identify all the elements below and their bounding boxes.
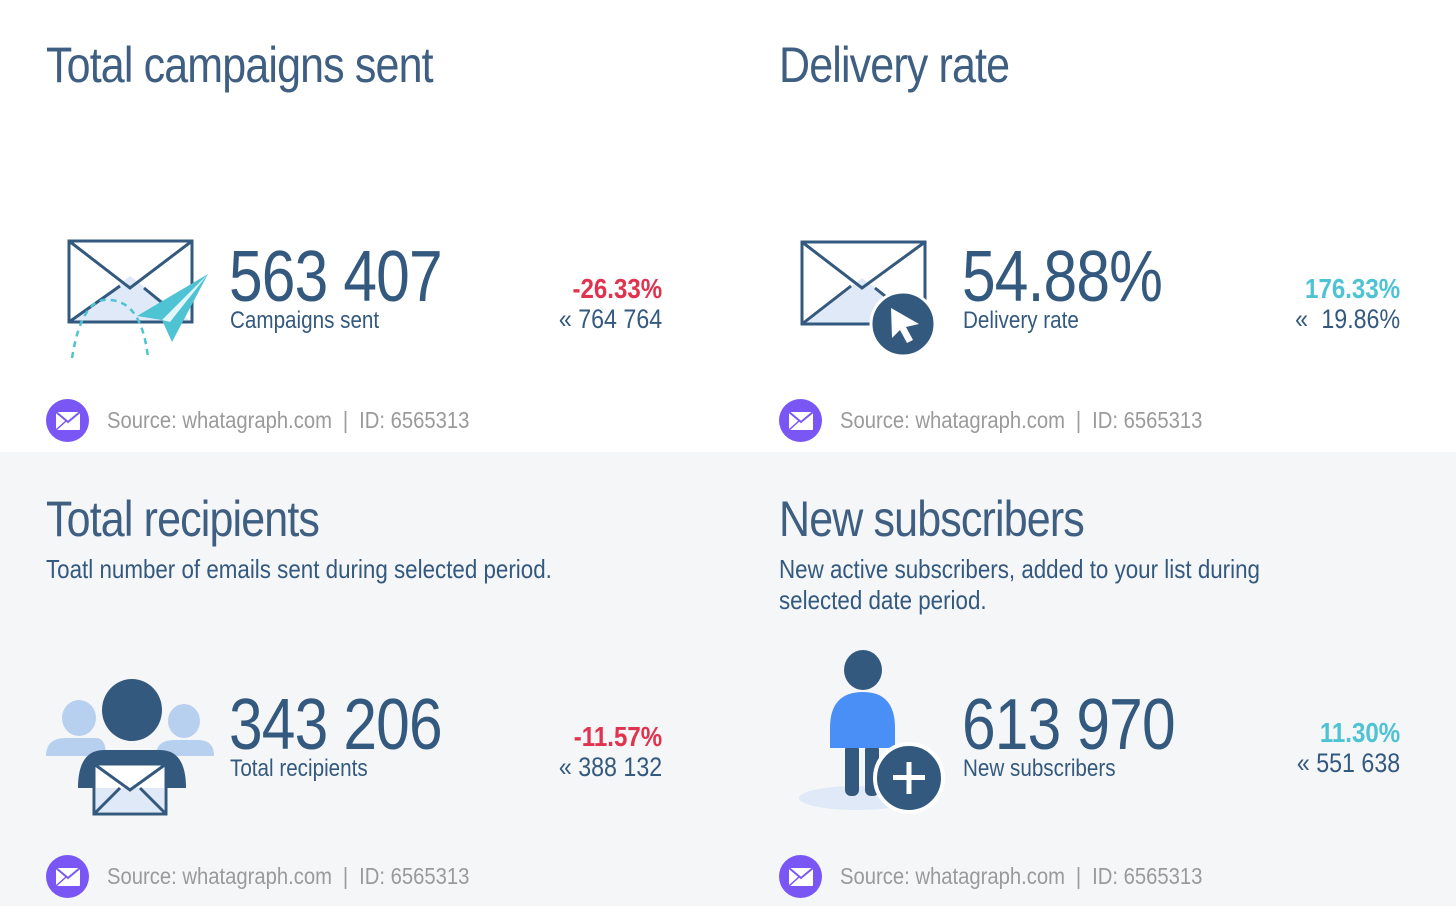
metric-value: 343 206: [229, 685, 443, 765]
separator: |: [1075, 863, 1082, 889]
widget-title: New subscribers: [779, 491, 1085, 547]
metric-value: 54.88%: [962, 237, 1163, 317]
envelope-paper-plane-icon: [62, 236, 212, 364]
comparison: -11.57% « 388 132: [542, 721, 662, 783]
change-percent: 176.33%: [1304, 273, 1400, 304]
people-envelope-icon: [46, 678, 216, 818]
comparison: 11.30% « 551 638: [1280, 717, 1400, 779]
widget-description: New active subscribers, added to your li…: [779, 554, 1260, 615]
source-link[interactable]: Source: whatagraph.com: [840, 407, 1066, 433]
previous-value-row: « 19.86%: [1295, 304, 1400, 334]
source-footer: Source: whatagraph.com | ID: 6565313: [779, 855, 1252, 898]
mail-source-icon: [779, 855, 822, 898]
source-footer: Source: whatagraph.com | ID: 6565313: [779, 399, 1252, 442]
previous-value: 19.86%: [1321, 304, 1400, 334]
widget-new-subscribers: New subscribers New active subscribers, …: [733, 452, 1456, 906]
source-link[interactable]: Source: whatagraph.com: [107, 863, 333, 889]
previous-value: 551 638: [1316, 748, 1400, 778]
source-footer: Source: whatagraph.com | ID: 6565313: [46, 399, 519, 442]
separator: |: [342, 407, 349, 433]
previous-value-row: « 551 638: [1297, 748, 1400, 778]
source-link[interactable]: Source: whatagraph.com: [107, 407, 333, 433]
metric-value: 563 407: [229, 237, 443, 317]
previous-arrow-icon: «: [1294, 304, 1308, 334]
source-id: ID: 6565313: [1092, 863, 1203, 889]
metric-value: 613 970: [962, 685, 1176, 765]
source-footer: Source: whatagraph.com | ID: 6565313: [46, 855, 519, 898]
source-text: Source: whatagraph.com | ID: 6565313: [107, 863, 469, 890]
metric-label: Delivery rate: [963, 307, 1079, 334]
previous-value-row: « 764 764: [559, 304, 662, 334]
widget-title: Total recipients: [46, 491, 320, 547]
widget-total-campaigns-sent: Total campaigns sent 563 407 Campaigns s…: [0, 0, 728, 452]
widget-total-recipients: Total recipients Toatl number of emails …: [0, 452, 728, 906]
source-id: ID: 6565313: [359, 863, 470, 889]
change-percent: -26.33%: [572, 273, 662, 304]
source-text: Source: whatagraph.com | ID: 6565313: [840, 863, 1202, 890]
metric-label: New subscribers: [963, 755, 1116, 782]
metric-label: Total recipients: [230, 755, 368, 782]
comparison: -26.33% « 764 764: [542, 273, 662, 335]
comparison: 176.33% « 19.86%: [1278, 273, 1400, 335]
source-id: ID: 6565313: [359, 407, 470, 433]
mail-source-icon: [46, 399, 89, 442]
widget-title: Total campaigns sent: [46, 37, 434, 93]
widget-description: Toatl number of emails sent during selec…: [46, 554, 552, 584]
widget-title: Delivery rate: [779, 37, 1010, 93]
separator: |: [342, 863, 349, 889]
previous-value: 764 764: [578, 304, 662, 334]
source-text: Source: whatagraph.com | ID: 6565313: [840, 407, 1202, 434]
previous-arrow-icon: «: [558, 304, 572, 334]
source-link[interactable]: Source: whatagraph.com: [840, 863, 1066, 889]
mail-source-icon: [46, 855, 89, 898]
metric-label: Campaigns sent: [230, 307, 380, 334]
bottom-row: Total recipients Toatl number of emails …: [0, 452, 1456, 906]
envelope-cursor-icon: [799, 238, 939, 358]
widget-delivery-rate: Delivery rate 54.88% Delivery rate 176.3…: [733, 0, 1456, 452]
previous-value: 388 132: [578, 752, 662, 782]
change-percent: -11.57%: [573, 721, 662, 752]
person-add-icon: [797, 648, 947, 818]
source-text: Source: whatagraph.com | ID: 6565313: [107, 407, 469, 434]
previous-arrow-icon: «: [1296, 748, 1310, 778]
change-percent: 11.30%: [1319, 717, 1400, 748]
previous-value-row: « 388 132: [559, 752, 662, 782]
mail-source-icon: [779, 399, 822, 442]
source-id: ID: 6565313: [1092, 407, 1203, 433]
separator: |: [1075, 407, 1082, 433]
previous-arrow-icon: «: [558, 752, 572, 782]
top-row: Total campaigns sent 563 407 Campaigns s…: [0, 0, 1456, 452]
